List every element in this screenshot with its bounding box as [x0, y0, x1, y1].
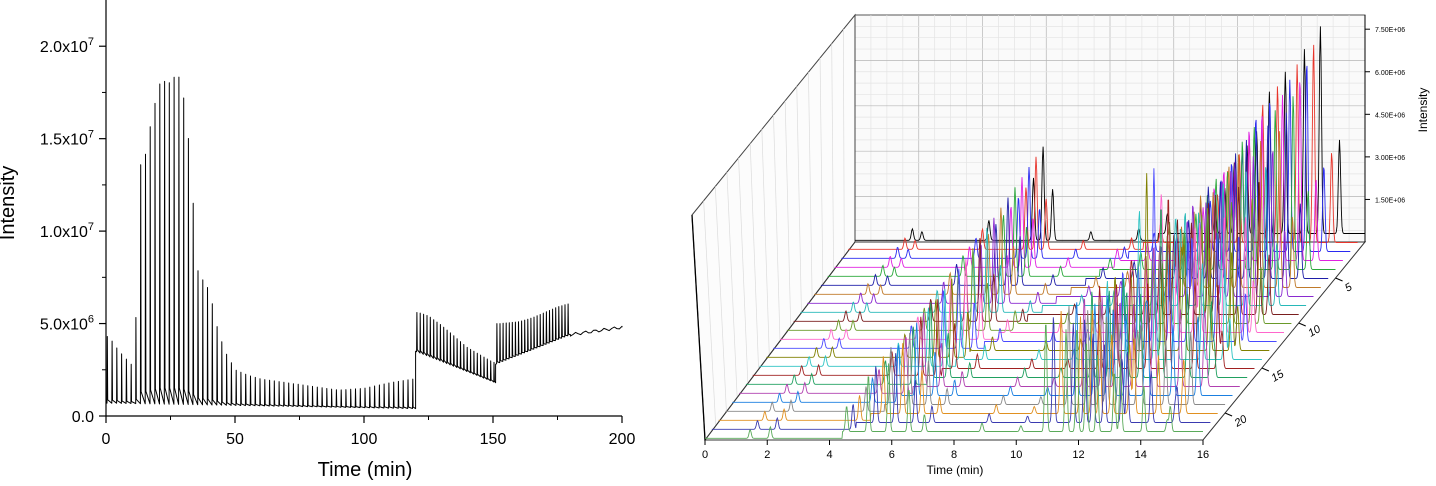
waterfall-trace	[752, 199, 1255, 377]
right-x-tick-label: 14	[1135, 449, 1147, 461]
side-wall-gridline	[738, 157, 749, 384]
side-wall-gridline	[749, 143, 759, 370]
side-wall-front-edge	[691, 214, 706, 441]
side-wall-gridline	[703, 200, 717, 426]
waterfall-trace	[800, 167, 1307, 313]
z-tick-label: 1.50E+06	[1375, 197, 1405, 204]
waterfall-trace	[773, 168, 1277, 349]
side-wall-gridline	[761, 129, 770, 356]
waterfall-trace	[766, 173, 1270, 358]
right-x-tick-label: 10	[1010, 449, 1022, 461]
right-x-tick-label: 12	[1072, 449, 1084, 461]
waterfall-trace	[814, 131, 1321, 295]
waterfall-trace	[820, 112, 1329, 286]
left-x-axis-label: Time (min)	[318, 459, 413, 481]
depth-tick	[1298, 322, 1306, 327]
right-x-tick-label: 0	[702, 449, 708, 461]
waterfall-trace	[718, 310, 1218, 421]
waterfall-trace	[759, 211, 1262, 367]
right-z-axis-label: Intensity	[1416, 88, 1430, 133]
depth-tick-label: 20	[1232, 413, 1250, 430]
waterfall-trace	[705, 324, 1203, 439]
side-wall-gridline	[773, 114, 781, 342]
depth-tick	[1224, 412, 1233, 417]
side-wall-gridline	[726, 172, 738, 398]
chromatogram-3d-waterfall-chart: 0 2 4 6 8 10 12 14 16 5 10 15 20 1.50E+06 3.00E+06 4.50…	[691, 13, 1405, 461]
depth-tick-label: 15	[1269, 368, 1286, 385]
depth-tick	[1261, 367, 1270, 372]
intensity-trace	[106, 76, 623, 410]
waterfall-trace	[807, 151, 1314, 304]
left-y-tick-label: 0.0	[72, 409, 94, 426]
waterfall-trace	[725, 301, 1226, 412]
left-y-tick-label: 5.0x106	[40, 314, 94, 334]
waterfall-trace	[745, 209, 1248, 385]
waterfall-trace	[793, 182, 1299, 322]
left-y-tick-label: 1.5x107	[40, 129, 94, 149]
left-x-tick-label: 150	[480, 431, 507, 448]
waterfall-trace	[739, 247, 1240, 394]
left-x-tick-label: 50	[226, 431, 244, 448]
left-y-tick-label: 1.0x107	[40, 221, 94, 241]
right-x-tick-label: 16	[1197, 449, 1209, 461]
side-wall-gridline	[819, 57, 824, 285]
waterfall-trace	[711, 317, 1211, 430]
z-tick-label: 6.00E+06	[1375, 70, 1405, 77]
left-y-tick-label: 2.0x107	[40, 36, 94, 56]
left-x-tick-label: 200	[609, 431, 636, 448]
right-x-tick-label: 6	[889, 449, 895, 461]
waterfall-trace	[786, 198, 1292, 331]
depth-tick-label: 10	[1306, 323, 1323, 340]
depth-tick-label: 5	[1343, 281, 1355, 295]
right-x-tick-label: 2	[764, 449, 770, 461]
left-x-tick-label: 0	[102, 431, 111, 448]
right-x-tick-label: 4	[826, 449, 832, 461]
side-wall-gridline	[831, 43, 834, 271]
right-x-axis-label: Time (min)	[927, 463, 984, 477]
side-wall-gridline	[714, 186, 727, 412]
chromatogram-2d-chart: 0.0 5.0x106 1.0x107 1.5x107 2.0x107 0 50 100 150…	[40, 0, 636, 448]
left-y-axis-label: Intensity	[0, 166, 19, 240]
side-wall-panel	[691, 13, 856, 442]
z-tick-label: 3.00E+06	[1375, 155, 1405, 162]
side-wall-gridline	[796, 86, 802, 313]
depth-tick	[1335, 277, 1343, 282]
waterfall-trace	[780, 194, 1284, 340]
side-wall-gridline	[784, 100, 792, 327]
waterfall-trace	[732, 295, 1233, 403]
side-wall-gridline	[843, 29, 845, 257]
side-wall-gridline	[808, 72, 813, 299]
z-tick-label: 4.50E+06	[1375, 112, 1405, 119]
right-x-tick-label: 8	[951, 449, 957, 461]
side-wall	[691, 13, 856, 442]
z-tick-label: 7.50E+06	[1375, 27, 1405, 34]
left-x-tick-label: 100	[351, 431, 378, 448]
